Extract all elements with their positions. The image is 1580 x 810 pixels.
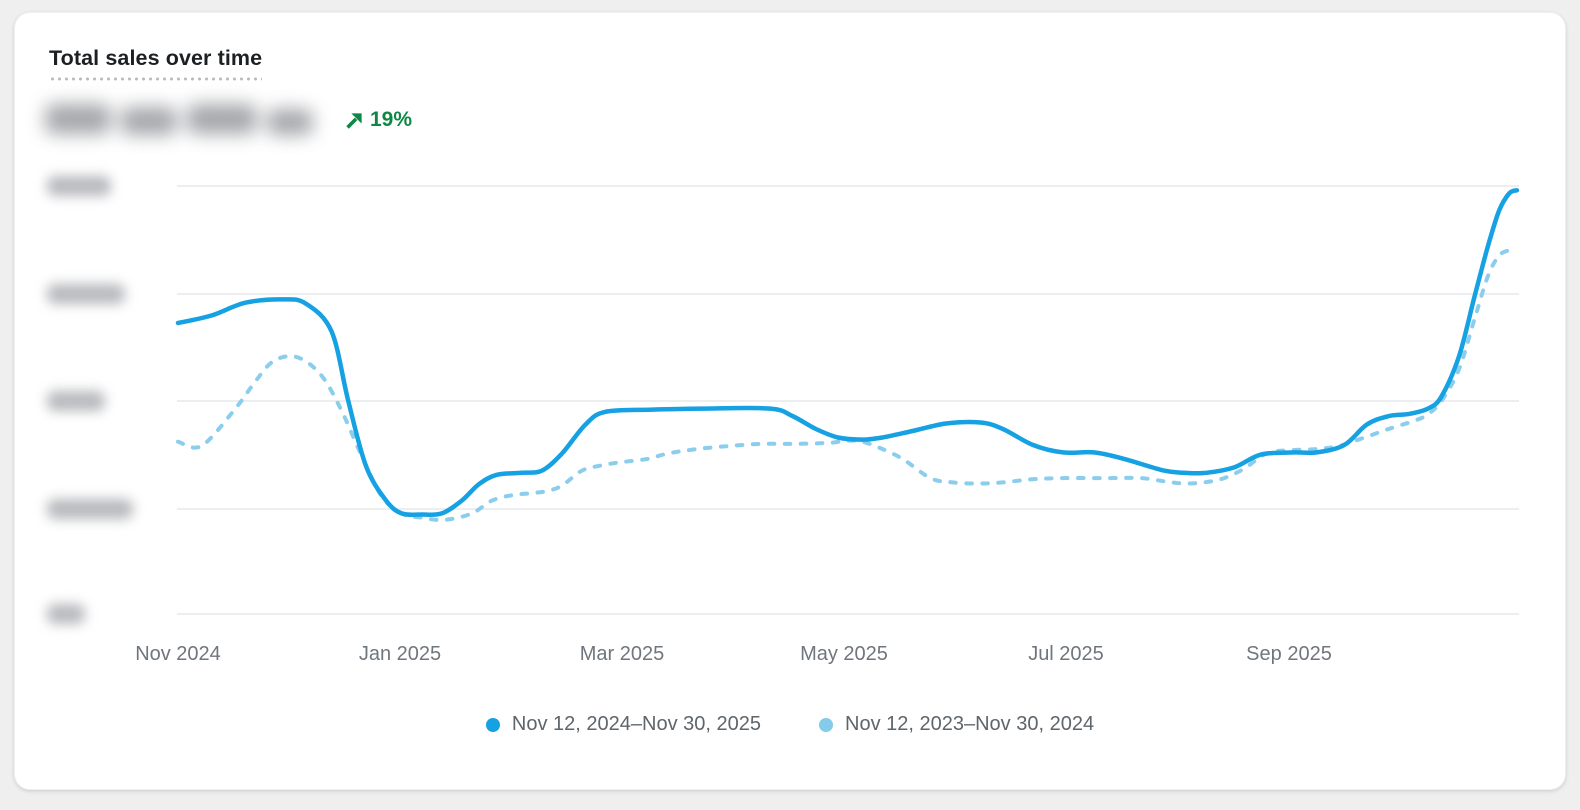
redacted-value-blob (187, 104, 257, 134)
blurred-total-value (45, 97, 313, 141)
x-tick-label: Mar 2025 (579, 643, 665, 665)
x-tick-label: Jul 2025 (1028, 643, 1104, 665)
blurred-y-axis-label (47, 284, 125, 304)
legend-dot-icon (819, 717, 833, 732)
total-sales-card: Total sales over time 19% Nov 2024 Jan 2… (14, 12, 1566, 790)
redacted-value-blob (121, 107, 177, 135)
legend-label: Nov 12, 2024–Nov 30, 2025 (511, 713, 761, 735)
blurred-y-axis-label (47, 391, 105, 411)
legend-dot-icon (485, 717, 500, 732)
legend-label: Nov 12, 2023–Nov 30, 2024 (845, 713, 1095, 735)
x-tick-label: Sep 2025 (1246, 643, 1332, 665)
trend-up-arrow-icon (346, 112, 362, 129)
delta-percent: 19% (370, 108, 413, 131)
x-tick-label: Jan 2025 (358, 643, 442, 665)
blurred-y-axis-label (47, 499, 133, 519)
previous-period-line (176, 246, 1519, 522)
blurred-y-axis-label (47, 604, 85, 624)
redacted-value-blob (45, 104, 111, 134)
x-axis: Nov 2024 Jan 2025 Mar 2025 May 2025 Jul … (15, 643, 1565, 673)
current-period-line (175, 188, 1520, 518)
redacted-value-blob (267, 109, 313, 135)
sales-line-chart[interactable]: Nov 2024 Jan 2025 Mar 2025 May 2025 Jul … (15, 13, 1565, 789)
x-tick-label: May 2025 (800, 643, 888, 665)
sales-delta-badge: 19% (344, 108, 412, 132)
chart-legend: Nov 12, 2024–Nov 30, 2025 Nov 12, 2023–N… (15, 713, 1565, 736)
blurred-y-axis-label (47, 176, 111, 196)
chart-canvas[interactable] (15, 13, 1565, 789)
legend-item-previous-period: Nov 12, 2023–Nov 30, 2024 (819, 713, 1094, 736)
x-tick-label: Nov 2024 (135, 643, 221, 665)
chart-title[interactable]: Total sales over time (49, 46, 263, 81)
legend-item-current-period: Nov 12, 2024–Nov 30, 2025 (485, 713, 761, 736)
